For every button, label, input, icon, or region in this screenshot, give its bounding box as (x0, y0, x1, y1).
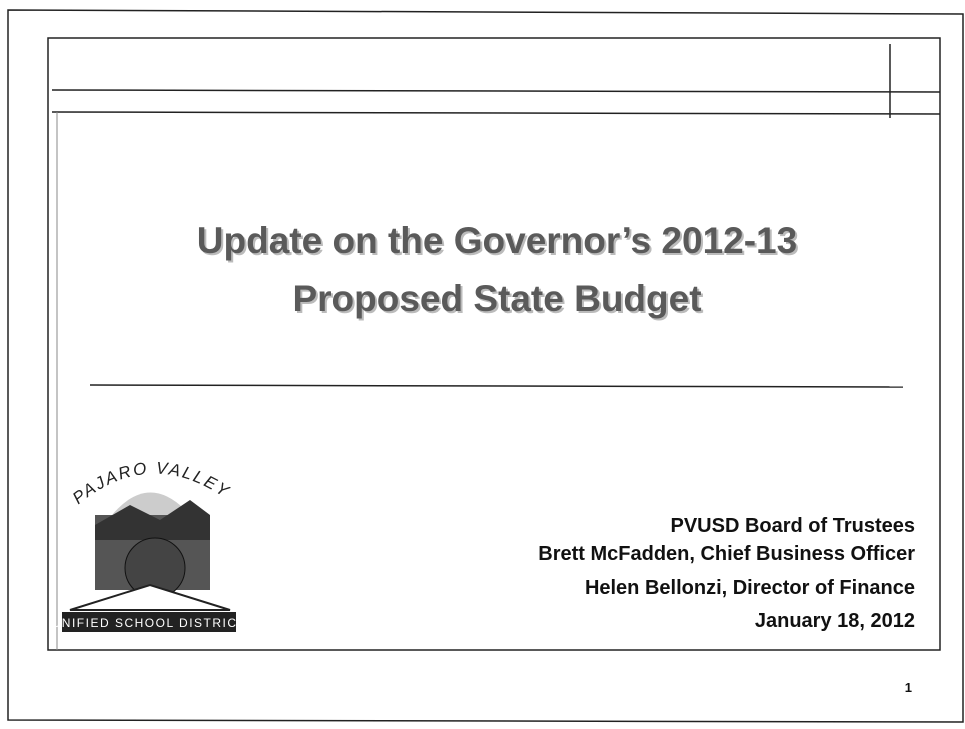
title-line: Proposed State Budget (292, 278, 701, 319)
logo-book (69, 583, 231, 611)
logo-bottom: UNIFIED SCHOOL DISTRICT (52, 616, 247, 630)
page-border (7, 9, 964, 723)
presenter-line: Helen Bellonzi, Director of Finance (585, 577, 915, 599)
logo-hills (95, 500, 210, 540)
presenter-line: January 18, 2012 (755, 610, 915, 632)
header-line (51, 111, 941, 115)
presenter-line: Brett McFadden, Chief Business Officer (538, 543, 915, 565)
title-shadow: Proposed State Budget (294, 280, 703, 321)
title-line: Update on the Governor’s 2012-13 (197, 220, 797, 261)
logo: PAJARO VALLEY UNIFIED SCHOOL DISTRICT (52, 459, 247, 632)
presenter-line: PVUSD Board of Trustees (670, 515, 915, 537)
title-shadow: Update on the Governor’s 2012-13 (199, 222, 799, 263)
slide-frame (47, 37, 941, 651)
rule (89, 384, 904, 388)
header-line (51, 89, 941, 93)
page-number: 1 (905, 680, 912, 695)
logo-banner (62, 612, 236, 632)
